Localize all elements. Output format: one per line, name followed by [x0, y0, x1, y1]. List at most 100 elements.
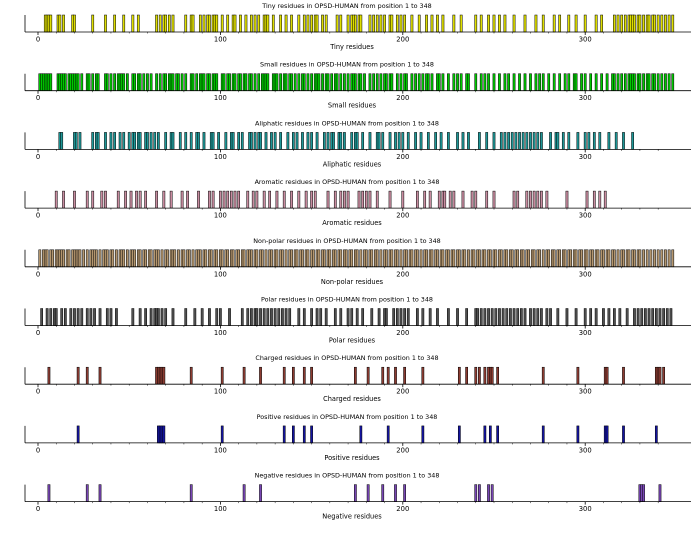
- x-tick-label: 0: [36, 388, 40, 396]
- residue-bar: [76, 73, 80, 91]
- residue-plot: Non-polar residues in OPSD-HUMAN from po…: [24, 237, 691, 286]
- residue-bar: [184, 308, 188, 326]
- residue-bar: [69, 308, 73, 326]
- residue-bar: [208, 308, 211, 326]
- residue-bar: [310, 132, 313, 150]
- residue-bar: [425, 249, 428, 268]
- residue-bar: [250, 249, 253, 268]
- residue-bar: [399, 249, 403, 268]
- residue-bar: [310, 14, 313, 33]
- residue-bar: [576, 366, 580, 385]
- residue-bar: [343, 73, 346, 91]
- residue-bar: [377, 308, 381, 326]
- residue-bar: [633, 308, 636, 326]
- residue-plot: Small residues in OPSD-HUMAN from positi…: [24, 61, 691, 110]
- residue-bar: [306, 132, 310, 150]
- residue-bar: [658, 366, 662, 385]
- x-tick-label: 300: [579, 153, 592, 161]
- residue-bar: [226, 249, 230, 268]
- residue-bar: [76, 308, 80, 326]
- residue-bar: [197, 190, 200, 209]
- residue-bar: [38, 249, 42, 268]
- residue-bar: [439, 132, 443, 150]
- residue-bar: [633, 73, 636, 91]
- residue-bar: [302, 366, 306, 385]
- residue-bar: [257, 73, 261, 91]
- residue-bar: [138, 73, 142, 91]
- residue-bar: [447, 132, 450, 150]
- residue-bar: [623, 73, 627, 91]
- residue-bar: [113, 14, 116, 33]
- residue-bar: [178, 132, 182, 150]
- residue-bar: [306, 249, 310, 268]
- residue-bar: [437, 190, 441, 209]
- residue-bar: [288, 308, 292, 326]
- residue-bar: [492, 14, 496, 33]
- residue-bar: [228, 73, 231, 91]
- residue-bar: [478, 366, 481, 385]
- x-tick-label: 100: [214, 153, 227, 161]
- residue-bar: [321, 14, 324, 33]
- residue-bar: [638, 73, 642, 91]
- residue-bar: [585, 249, 589, 268]
- residue-bar: [532, 308, 536, 326]
- residue-bar: [326, 132, 330, 150]
- residue-bar: [339, 190, 343, 209]
- residue-bar: [368, 14, 372, 33]
- residue-bar: [60, 308, 64, 326]
- residue-bar: [162, 366, 166, 385]
- residue-bar: [310, 190, 313, 209]
- residue-bar: [250, 132, 253, 150]
- residue-plot: Charged residues in OPSD-HUMAN from posi…: [24, 354, 691, 403]
- residue-bar: [372, 73, 375, 91]
- residue-bar: [410, 249, 414, 268]
- residue-bar: [465, 308, 468, 326]
- residue-bar: [366, 366, 370, 385]
- residue-bar: [414, 132, 417, 150]
- residue-bar: [122, 73, 126, 91]
- residue-bar: [478, 249, 481, 268]
- residue-bar: [155, 14, 158, 33]
- residue-bar: [642, 14, 645, 33]
- residue-bar: [85, 484, 89, 502]
- residue-bar: [354, 73, 357, 91]
- residue-bar: [73, 14, 76, 33]
- residue-bar: [290, 249, 293, 268]
- residue-bar: [425, 14, 428, 33]
- residue-bar: [310, 308, 313, 326]
- residue-bar: [552, 73, 556, 91]
- residue-bar: [160, 308, 164, 326]
- residue-bar: [647, 14, 651, 33]
- residue-bar: [494, 308, 498, 326]
- residue-bar: [215, 308, 219, 326]
- residue-bar: [355, 249, 359, 268]
- residue-bar: [592, 190, 596, 209]
- residue-bar: [403, 484, 406, 502]
- residue-bar: [301, 249, 304, 268]
- residue-bar: [40, 308, 43, 326]
- residue-bar: [293, 73, 297, 91]
- residue-bar: [73, 190, 76, 209]
- residue-bar: [157, 308, 160, 326]
- residue-bar: [138, 249, 142, 268]
- residue-bar: [607, 249, 611, 268]
- residue-bar: [171, 308, 175, 326]
- residue-bar: [658, 484, 662, 502]
- residue-bar: [255, 249, 259, 268]
- residue-bar: [532, 249, 536, 268]
- residue-bar: [613, 14, 616, 33]
- residue-bar: [133, 132, 137, 150]
- plot-title: Aliphatic residues in OPSD-HUMAN from po…: [255, 119, 439, 127]
- x-axis-label: Tiny residues: [329, 43, 374, 51]
- residue-bar: [654, 308, 658, 326]
- residue-bar: [549, 132, 552, 150]
- residue-bar: [452, 249, 456, 268]
- plot-title: Tiny residues in OPSD-HUMAN from positio…: [261, 2, 431, 10]
- residue-bar: [166, 249, 169, 268]
- residue-bar: [191, 14, 195, 33]
- residue-bar: [268, 190, 271, 209]
- residue-bar: [350, 249, 354, 268]
- residue-bar: [279, 14, 282, 33]
- residue-bar: [217, 132, 220, 150]
